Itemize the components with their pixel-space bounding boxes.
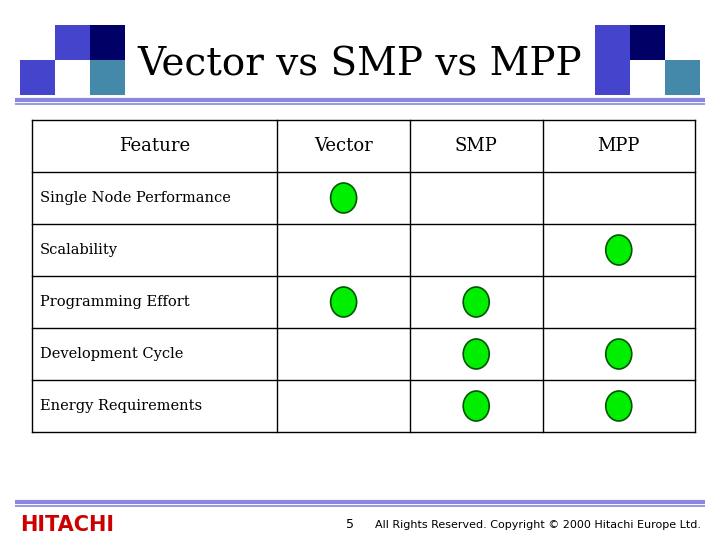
Ellipse shape — [606, 391, 631, 421]
Ellipse shape — [330, 183, 356, 213]
Bar — [90, 60, 125, 95]
Text: Scalability: Scalability — [40, 243, 118, 257]
Bar — [90, 25, 125, 60]
Bar — [665, 60, 700, 95]
Ellipse shape — [463, 287, 489, 317]
Text: MPP: MPP — [598, 137, 640, 155]
Ellipse shape — [463, 391, 489, 421]
Text: SMP: SMP — [455, 137, 498, 155]
Text: Energy Requirements: Energy Requirements — [40, 399, 202, 413]
Text: Development Cycle: Development Cycle — [40, 347, 184, 361]
Bar — [55, 25, 90, 60]
Text: Programming Effort: Programming Effort — [40, 295, 189, 309]
Ellipse shape — [463, 339, 489, 369]
Ellipse shape — [606, 339, 631, 369]
Bar — [595, 25, 630, 60]
Bar — [20, 60, 55, 95]
Bar — [595, 60, 630, 95]
Text: Feature: Feature — [119, 137, 190, 155]
Text: HITACHI: HITACHI — [20, 515, 114, 535]
Text: All Rights Reserved. Copyright © 2000 Hitachi Europe Ltd.: All Rights Reserved. Copyright © 2000 Hi… — [375, 520, 701, 530]
Text: Vector: Vector — [314, 137, 373, 155]
Text: Vector vs SMP vs MPP: Vector vs SMP vs MPP — [138, 46, 582, 84]
Text: Single Node Performance: Single Node Performance — [40, 191, 231, 205]
Bar — [630, 25, 665, 60]
Text: 5: 5 — [346, 518, 354, 531]
Ellipse shape — [606, 235, 631, 265]
Ellipse shape — [330, 287, 356, 317]
